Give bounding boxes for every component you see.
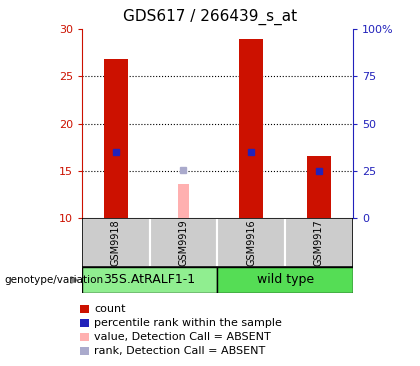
Text: 35S.AtRALF1-1: 35S.AtRALF1-1 (104, 273, 196, 287)
Bar (285, 218, 353, 267)
Bar (82, 267, 218, 293)
Bar (307, 156, 331, 218)
Text: count: count (94, 304, 126, 314)
Text: genotype/variation: genotype/variation (4, 275, 103, 285)
Bar (218, 218, 285, 267)
Text: value, Detection Call = ABSENT: value, Detection Call = ABSENT (94, 332, 271, 342)
Text: GSM9916: GSM9916 (246, 219, 256, 266)
Text: GSM9919: GSM9919 (178, 219, 189, 266)
Text: wild type: wild type (257, 273, 314, 287)
Text: percentile rank within the sample: percentile rank within the sample (94, 318, 282, 328)
Bar (239, 39, 263, 218)
Bar (104, 59, 128, 218)
Text: GSM9917: GSM9917 (314, 219, 324, 266)
Bar (150, 218, 218, 267)
Bar (218, 267, 353, 293)
Bar (82, 218, 150, 267)
Text: GDS617 / 266439_s_at: GDS617 / 266439_s_at (123, 9, 297, 25)
Text: GSM9918: GSM9918 (111, 219, 121, 266)
Text: rank, Detection Call = ABSENT: rank, Detection Call = ABSENT (94, 346, 266, 356)
Bar (178, 184, 189, 218)
